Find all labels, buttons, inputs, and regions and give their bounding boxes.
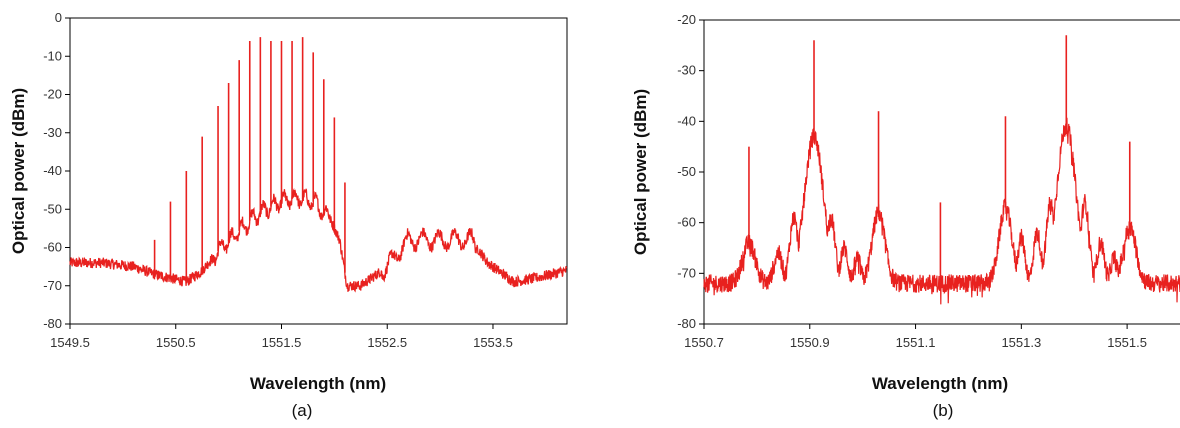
y-tick-label: -40 [677, 113, 696, 128]
y-axis-title-a: Optical power (dBm) [9, 88, 28, 254]
y-tick-label: -20 [43, 87, 62, 102]
x-tick-label: 1549.5 [50, 335, 90, 350]
x-tick-label: 1550.7 [684, 335, 724, 350]
x-axis-title-b: Wavelength (nm) [872, 374, 1008, 393]
spectrum-trace-b [703, 117, 1180, 305]
y-axis-ticks-a: 0 -10 -20 -30 -40 -50 -60 -70 -80 [43, 10, 70, 331]
x-tick-label: 1553.5 [473, 335, 513, 350]
y-tick-label: -50 [43, 201, 62, 216]
y-tick-label: -20 [677, 12, 696, 27]
x-axis-title-a: Wavelength (nm) [250, 374, 386, 393]
y-axis-ticks-b: -20 -30 -40 -50 -60 -70 -80 [677, 12, 704, 331]
x-tick-label: 1551.5 [1107, 335, 1147, 350]
chart-panel-b: -20 -30 -40 -50 -60 -70 -80 1550.7 1550.9 1551.1… [631, 12, 1180, 420]
series-b [703, 35, 1180, 305]
y-tick-label: -40 [43, 163, 62, 178]
x-tick-label: 1550.9 [790, 335, 830, 350]
x-tick-label: 1551.3 [1001, 335, 1041, 350]
x-axis-ticks-b: 1550.7 1550.9 1551.1 1551.3 1551.5 [684, 324, 1147, 350]
chart-panel-a: 0-10-20-30-40-50-60-70-80 1549.5 1550.5 15… [9, 10, 568, 420]
x-tick-label: 1550.5 [156, 335, 196, 350]
y-tick-label: -30 [677, 63, 696, 78]
plot-area-a [69, 17, 568, 325]
x-tick-label: 1551.1 [896, 335, 936, 350]
series-a [69, 37, 568, 293]
y-tick-label: -30 [43, 125, 62, 140]
y-tick-label: 0 [55, 10, 62, 25]
x-tick-label: 1551.5 [262, 335, 302, 350]
y-tick-label: -60 [43, 240, 62, 255]
x-axis-ticks-a: 1549.5 1550.5 1551.5 1552.5 1553.5 [50, 324, 513, 350]
y-tick-label: -50 [677, 164, 696, 179]
y-axis-title-b: Optical power (dBm) [631, 89, 650, 255]
panel-label-b: (b) [933, 401, 954, 420]
x-tick-label: 1552.5 [367, 335, 407, 350]
panel-label-a: (a) [292, 401, 313, 420]
y-tick-label: -70 [677, 265, 696, 280]
y-tick-label: -80 [43, 316, 62, 331]
y-tick-label: -10 [43, 48, 62, 63]
y-tick-label: -60 [677, 215, 696, 230]
noise-floor-trace-a [69, 187, 568, 293]
y-tick-label: -70 [43, 278, 62, 293]
y-tick-label: -80 [677, 316, 696, 331]
